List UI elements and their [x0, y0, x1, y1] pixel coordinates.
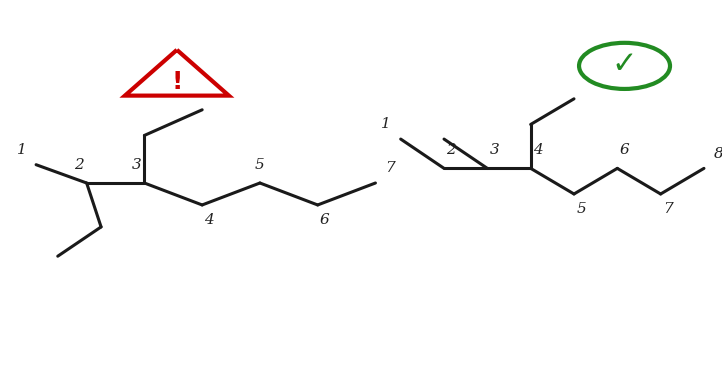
Text: 2: 2 — [74, 158, 84, 172]
Text: 1: 1 — [381, 117, 391, 131]
Text: 5: 5 — [255, 158, 265, 172]
Text: 5: 5 — [576, 202, 586, 216]
Text: !: ! — [171, 70, 183, 94]
Text: 1: 1 — [17, 143, 27, 157]
Text: 6: 6 — [619, 143, 630, 157]
Text: 7: 7 — [385, 161, 395, 175]
Text: 8: 8 — [713, 147, 722, 161]
Text: 3: 3 — [132, 158, 142, 172]
Text: 4: 4 — [204, 213, 214, 227]
Text: 3: 3 — [490, 143, 500, 157]
Text: 6: 6 — [320, 213, 330, 227]
Text: ✓: ✓ — [612, 49, 638, 79]
Text: 2: 2 — [446, 143, 456, 157]
Text: 4: 4 — [533, 143, 543, 157]
Text: 7: 7 — [663, 202, 673, 216]
